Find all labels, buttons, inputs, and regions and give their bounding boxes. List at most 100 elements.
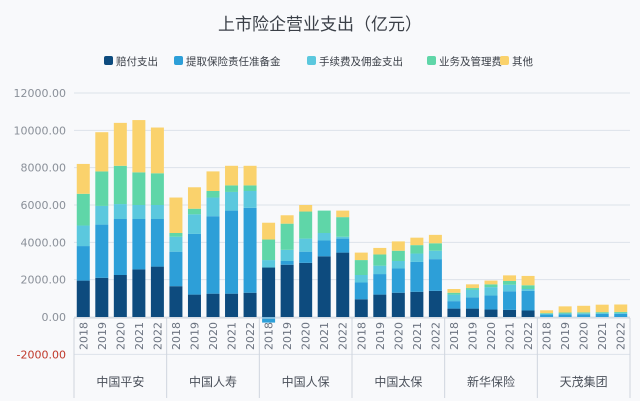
bar-segment: [447, 301, 461, 309]
x-tick-label: 2018: [448, 322, 461, 350]
bar-segment: [169, 197, 183, 233]
bar-segment: [484, 284, 498, 288]
bar-segment: [503, 280, 517, 285]
bar-segment: [373, 294, 387, 317]
bar-segment: [95, 277, 109, 317]
bar-segment: [95, 224, 109, 278]
bar-segment: [243, 185, 257, 191]
bar-segment: [577, 313, 591, 315]
bar-segment: [150, 127, 164, 174]
bar-segment: [132, 172, 146, 205]
bar-segment: [428, 243, 442, 251]
bar-segment: [484, 309, 498, 317]
chart-title: 上市险企营业支出（亿元）: [218, 15, 422, 35]
bar-segment: [225, 185, 239, 192]
bar-segment: [391, 268, 405, 293]
bar-segment: [280, 261, 294, 265]
bar-segment: [95, 205, 109, 225]
bar-segment: [484, 280, 498, 285]
bar-segment: [113, 122, 127, 166]
bar-segment: [95, 132, 109, 172]
legend-swatch: [427, 56, 436, 65]
legend-label: 业务及管理费: [439, 55, 502, 68]
bar-segment: [410, 245, 424, 254]
bar-segment: [354, 252, 368, 261]
bar-segment: [113, 219, 127, 275]
legend-swatch: [104, 56, 113, 65]
legend-swatch: [307, 56, 316, 65]
bar-segment: [484, 295, 498, 310]
y-tick-label: 8000.00: [21, 162, 67, 175]
x-tick-label: 2018: [355, 322, 368, 350]
bar-segment: [447, 292, 461, 295]
bar-segment: [540, 313, 554, 315]
bar-segment: [428, 259, 442, 291]
bar-segment: [243, 165, 257, 186]
bar-segment: [262, 317, 276, 323]
x-tick-label: 2019: [281, 322, 294, 350]
bar-segment: [465, 297, 479, 309]
bar-segment: [391, 292, 405, 317]
bar-segment: [336, 217, 350, 237]
bar-segment: [503, 309, 517, 317]
bar-segment: [354, 282, 368, 300]
bar-segment: [243, 292, 257, 317]
legend-label: 赔付支出: [116, 55, 158, 68]
bar-segment: [595, 314, 609, 317]
bar-segment: [280, 215, 294, 224]
x-tick-label: 2018: [170, 322, 183, 350]
group-label: 新华保险: [467, 374, 515, 389]
bar-segment: [132, 205, 146, 219]
bar-segment: [577, 305, 591, 313]
bar-segment: [206, 293, 220, 317]
bar-segment: [76, 225, 90, 247]
bar-segment: [465, 288, 479, 290]
bar-segment: [262, 222, 276, 240]
bar-segment: [410, 291, 424, 317]
x-tick-label: 2019: [374, 322, 387, 350]
bar-segment: [187, 208, 201, 215]
bar-segment: [503, 275, 517, 281]
bar-segment: [299, 211, 313, 239]
x-tick-label: 2021: [133, 322, 146, 350]
group-label: 中国太保: [374, 374, 422, 389]
bar-segment: [225, 165, 239, 186]
x-tick-label: 2021: [318, 322, 331, 350]
bar-segment: [280, 223, 294, 250]
x-tick-label: 2021: [504, 322, 517, 350]
bar-segment: [243, 207, 257, 293]
bar-segment: [373, 265, 387, 275]
bar-segment: [206, 191, 220, 198]
x-tick-label: 2018: [263, 322, 276, 350]
x-tick-label: 2022: [429, 322, 442, 350]
bar-segment: [595, 313, 609, 315]
y-tick-label: 10000.00: [14, 124, 67, 137]
y-tick-label: 6000.00: [21, 199, 67, 212]
bar-segment: [410, 261, 424, 292]
bar-segment: [484, 287, 498, 296]
bar-segment: [299, 251, 313, 263]
bar-segment: [465, 289, 479, 298]
bar-segment: [558, 314, 572, 317]
bar-segment: [150, 173, 164, 205]
bar-segment: [354, 299, 368, 317]
x-tick-label: 2021: [596, 322, 609, 350]
bar-segment: [150, 266, 164, 317]
x-tick-label: 2022: [615, 322, 628, 350]
bar-segment: [558, 312, 572, 314]
x-tick-label: 2019: [96, 322, 109, 350]
bar-segment: [76, 163, 90, 194]
legend-swatch: [500, 56, 509, 65]
bar-segment: [336, 238, 350, 253]
bar-segment: [317, 240, 331, 257]
bar-segment: [299, 238, 313, 252]
bar-segment: [521, 290, 535, 311]
bar-segment: [206, 216, 220, 294]
bar-segment: [317, 210, 331, 233]
bar-segment: [410, 237, 424, 246]
bar-segment: [614, 311, 628, 313]
bar-segment: [206, 171, 220, 191]
bar-segment: [373, 254, 387, 266]
bar-segment: [150, 219, 164, 267]
